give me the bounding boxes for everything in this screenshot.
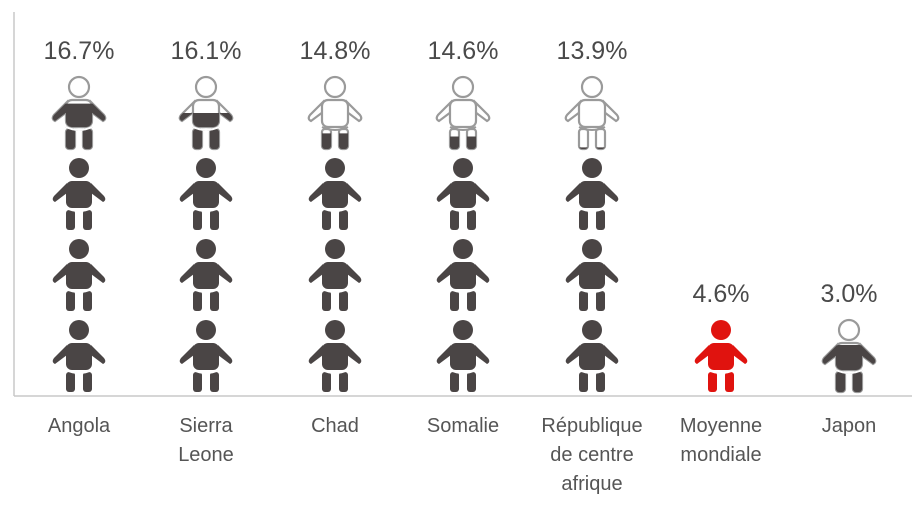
category-label: Moyenne [680,415,762,437]
baby-icon [565,158,619,230]
baby-icon-partial [435,75,491,151]
value-label: 14.6% [428,37,499,65]
category-label: Leone [178,444,234,466]
value-label: 16.7% [44,37,115,65]
baby-icon-partial [821,318,877,394]
baby-icon-partial [178,75,234,151]
category-label: Japon [822,415,877,437]
baby-icon [694,320,748,392]
category-label: République [541,415,642,437]
baby-icon-partial [51,75,107,151]
baby-icon [52,158,106,230]
baby-icon [52,320,106,392]
baby-icon [52,239,106,311]
baby-icon-partial [564,75,620,151]
category-label: de centre [550,444,633,466]
value-label: 3.0% [821,280,878,308]
icon-layer [51,75,877,394]
value-label: 16.1% [171,37,242,65]
label-layer: 16.7% Angola 16.1% Sierra Leone 14.8% Chad 14.6… [44,37,878,495]
category-label: Angola [48,415,111,437]
baby-icon [308,158,362,230]
baby-icon [308,239,362,311]
baby-icon [179,320,233,392]
category-label: afrique [561,473,622,495]
baby-icon-partial [307,75,363,151]
category-label: Chad [311,415,359,437]
value-label: 13.9% [557,37,628,65]
axis-layer [13,12,912,397]
baby-icon [179,239,233,311]
baby-icon [436,320,490,392]
category-label: mondiale [680,444,761,466]
category-label: Somalie [427,415,499,437]
category-label: Sierra [179,415,233,437]
value-label: 4.6% [693,280,750,308]
baby-icon [565,239,619,311]
baby-icon [179,158,233,230]
baby-icon [308,320,362,392]
value-label: 14.8% [300,37,371,65]
baby-icon [436,158,490,230]
baby-icon [436,239,490,311]
baby-icon [565,320,619,392]
